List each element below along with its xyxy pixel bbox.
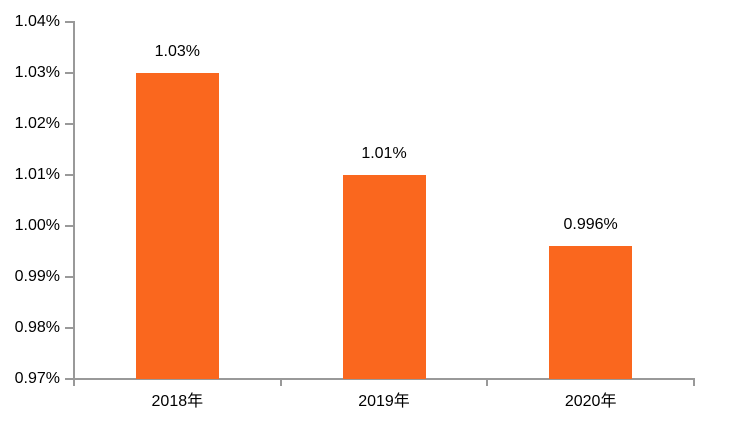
y-axis-tick <box>65 327 73 329</box>
y-tick-label: 1.00% <box>14 217 60 234</box>
x-axis-tick <box>486 380 489 386</box>
y-axis-tick <box>65 21 73 23</box>
y-tick-label: 1.02% <box>14 115 60 132</box>
y-tick-label: 1.03% <box>14 64 60 81</box>
bar <box>549 246 633 379</box>
y-tick-label: 0.98% <box>14 319 60 336</box>
y-axis-line <box>73 21 75 386</box>
y-axis-tick <box>65 276 73 278</box>
x-axis-tick <box>279 380 282 386</box>
x-category-label: 2020年 <box>564 393 617 410</box>
bar <box>342 175 426 379</box>
bar-value-label: 1.03% <box>154 43 201 60</box>
y-axis-tick <box>65 174 73 176</box>
y-axis-tick <box>65 378 73 380</box>
bar-value-label: 1.01% <box>361 145 407 162</box>
y-tick-label: 1.04% <box>14 13 60 30</box>
y-tick-label: 1.01% <box>14 166 60 183</box>
x-axis-line <box>73 378 695 380</box>
x-category-label: 2018年 <box>151 393 204 410</box>
y-tick-label: 0.99% <box>14 268 60 285</box>
x-category-label: 2019年 <box>358 393 410 410</box>
bar <box>135 73 219 379</box>
bar-value-label: 0.996% <box>563 216 618 234</box>
y-axis-tick <box>65 123 73 125</box>
y-axis-tick <box>65 72 73 74</box>
y-axis-tick <box>65 225 73 227</box>
y-tick-label: 0.97% <box>14 370 60 387</box>
x-axis-tick <box>693 380 695 386</box>
x-axis-tick <box>73 380 75 386</box>
